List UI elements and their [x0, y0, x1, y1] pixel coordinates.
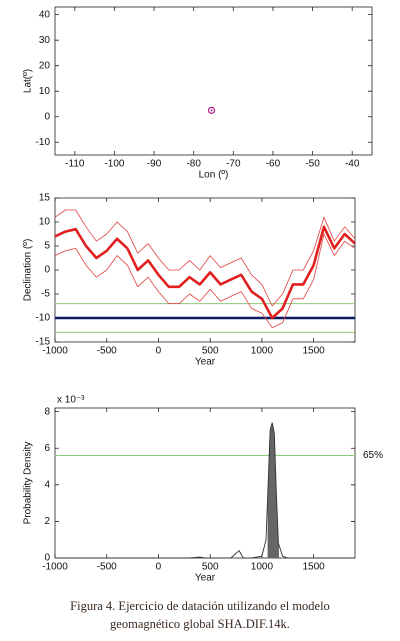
x-axis-label: Year	[195, 573, 216, 584]
y-axis-label: Lat(º)	[23, 69, 34, 93]
x-tick-label: -80	[186, 159, 201, 170]
x-tick-label: -70	[226, 159, 241, 170]
y-axis-label: Probability Density	[23, 442, 34, 525]
x-tick-label: 1000	[251, 346, 274, 357]
y-tick-label: 5	[44, 241, 50, 252]
y-tick-label: -10	[36, 137, 51, 148]
y-tick-label: 40	[39, 9, 51, 20]
x-tick-label: -100	[104, 159, 124, 170]
series-line	[54, 225, 356, 320]
caption-line: Figura 4. Ejercicio de datación utilizan…	[70, 599, 330, 613]
x-tick-label: 1500	[302, 346, 325, 357]
x-tick-label: -1000	[42, 562, 68, 573]
x-tick-label: -500	[97, 346, 117, 357]
plot: -110 -100 -90 -80 -70 -60 -50 -40-10010203040Lo…	[23, 6, 373, 181]
y-tick-label: 0	[44, 111, 50, 122]
y-multiplier: x 10⁻³	[57, 395, 85, 406]
y-tick-label: 2	[44, 516, 50, 527]
plot-frame	[54, 407, 356, 559]
y-tick-label: 10	[39, 86, 51, 97]
x-tick-label: -60	[266, 159, 281, 170]
x-tick-label: 1000	[251, 562, 274, 573]
location-dot	[210, 109, 213, 112]
y-tick-label: 10	[39, 217, 51, 228]
series-line	[54, 209, 356, 307]
x-tick-label: -500	[97, 562, 117, 573]
plot: -1000 -500 0 500 1000 1500 0 2 4 6 8 Year Probabilit…	[23, 395, 383, 584]
y-tick-label: -15	[36, 337, 51, 348]
plot-frame	[54, 6, 373, 156]
y-tick-label: 8	[44, 406, 50, 417]
y-tick-label: 0	[44, 265, 50, 276]
x-tick-label: -110	[65, 159, 85, 170]
x-tick-label: 0	[156, 346, 162, 357]
x-tick-label: 500	[202, 346, 219, 357]
x-axis-label: Year	[195, 357, 216, 368]
y-tick-label: -10	[36, 313, 51, 324]
y-tick-label: 20	[39, 60, 51, 71]
reference-label: 65%	[363, 450, 383, 461]
y-tick-label: 15	[39, 193, 51, 204]
y-tick-label: -5	[41, 289, 50, 300]
location-point	[207, 106, 216, 114]
x-axis-label: Lon (º)	[199, 170, 229, 181]
series-line	[54, 233, 356, 328]
x-tick-label: -90	[147, 159, 162, 170]
y-tick-label: 30	[39, 35, 51, 46]
y-tick-label: 0	[44, 553, 50, 564]
density-line	[55, 422, 355, 559]
y-tick-label: 4	[44, 479, 50, 490]
x-tick-label: 0	[156, 562, 162, 573]
x-tick-label: -1000	[42, 346, 68, 357]
x-tick-label: -40	[345, 159, 360, 170]
shaded-area	[267, 422, 279, 558]
plot: -1000 -500 0 500 1000 1500 -15 -10 -5 0 5 10 15 Year D…	[23, 193, 356, 368]
x-tick-label: 500	[202, 562, 219, 573]
caption-line: geomagnético global SHA.DIF.14k.	[110, 617, 290, 631]
y-axis-label: Declination (º)	[23, 239, 34, 302]
y-tick-label: 6	[44, 443, 50, 454]
x-tick-label: -50	[305, 159, 320, 170]
x-tick-label: 1500	[302, 562, 325, 573]
